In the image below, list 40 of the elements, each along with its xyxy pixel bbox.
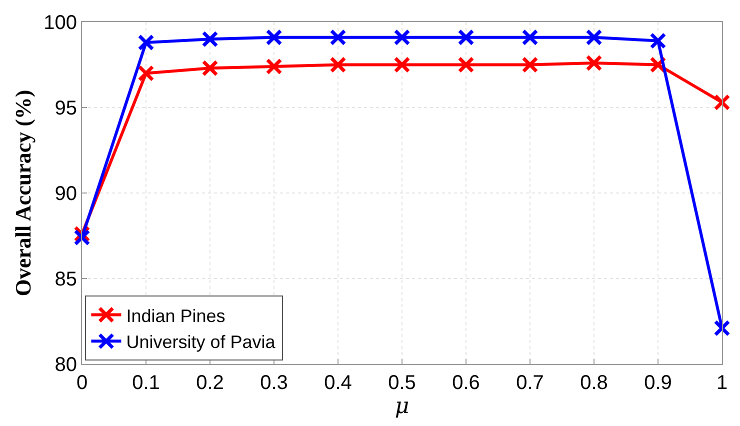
point bbox=[586, 54, 602, 72]
legend-label: University of Pavia bbox=[126, 332, 276, 352]
x-tick-label: 0.2 bbox=[196, 372, 224, 394]
point bbox=[330, 29, 346, 46]
point bbox=[458, 56, 474, 73]
y-tick-label: 95 bbox=[54, 98, 77, 120]
y-tick-label: 90 bbox=[54, 183, 77, 205]
point bbox=[266, 58, 282, 75]
point bbox=[202, 60, 218, 76]
point bbox=[714, 320, 730, 336]
x-tick-label: 0.1 bbox=[132, 372, 160, 394]
point bbox=[522, 56, 538, 73]
y-tick-label: 85 bbox=[54, 268, 77, 290]
point bbox=[202, 30, 218, 48]
x-axis-title: μ bbox=[394, 394, 410, 419]
point bbox=[330, 56, 346, 73]
point bbox=[650, 32, 666, 50]
point bbox=[586, 29, 602, 46]
x-tick-label: 0.3 bbox=[260, 372, 288, 394]
x-tick-label: 0.6 bbox=[452, 372, 480, 394]
y-tick-label: 80 bbox=[54, 354, 77, 376]
x-tick-label: 0.4 bbox=[324, 372, 352, 394]
point bbox=[266, 29, 282, 46]
x-tick-label: 0.9 bbox=[644, 372, 672, 394]
point bbox=[394, 56, 410, 73]
x-tick-label: 1 bbox=[716, 372, 728, 394]
legend-label: Indian Pines bbox=[126, 306, 226, 326]
point bbox=[138, 65, 154, 82]
point bbox=[138, 34, 154, 51]
point bbox=[714, 94, 730, 111]
x-tick-label: 0.7 bbox=[516, 372, 544, 394]
point bbox=[74, 229, 90, 246]
point bbox=[394, 29, 410, 46]
x-tick-label: 0.5 bbox=[388, 372, 416, 394]
x-tick-label: 0.8 bbox=[580, 372, 608, 394]
point bbox=[522, 29, 538, 46]
y-axis-title: Overall Accuracy (%) bbox=[10, 90, 36, 296]
x-tick-label: 0 bbox=[76, 372, 88, 394]
y-tick-label: 100 bbox=[44, 12, 77, 34]
point bbox=[458, 29, 474, 46]
